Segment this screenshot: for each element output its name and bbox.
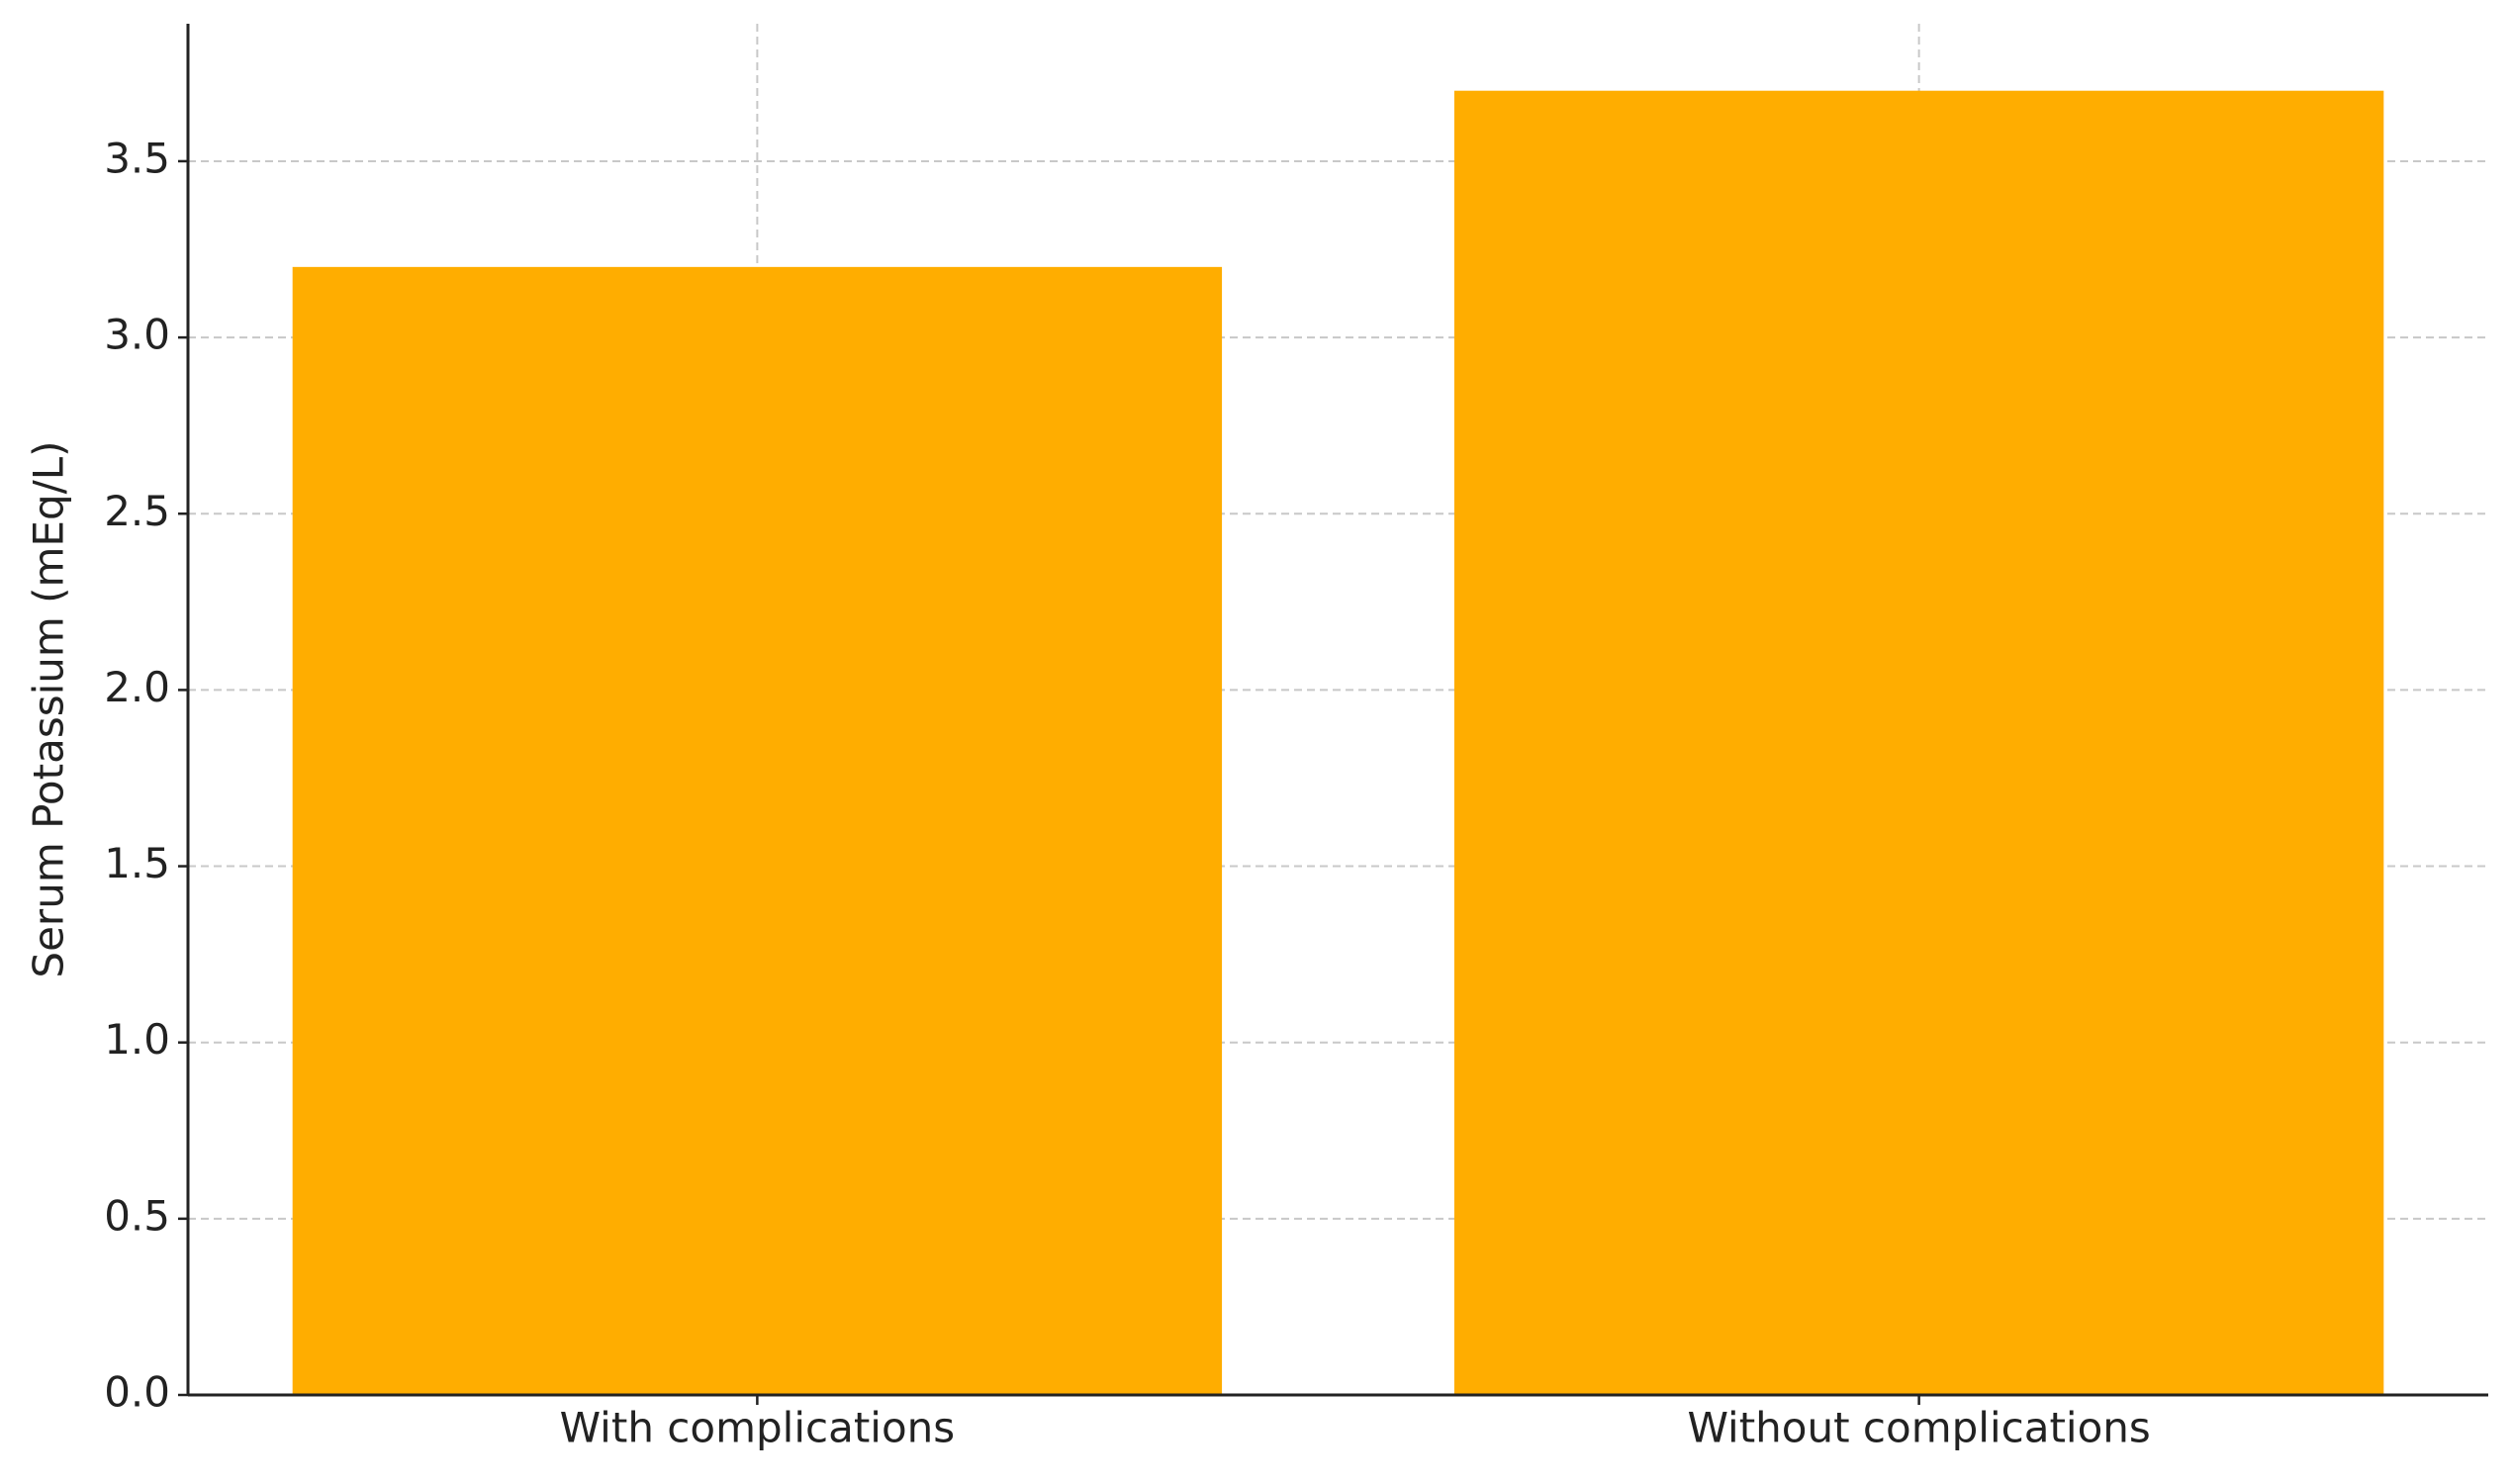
y-tick-label: 0.0 (104, 1368, 170, 1417)
y-axis-label: Serum Potassium (mEq/L) (25, 440, 73, 977)
bar (292, 266, 1223, 1396)
bar (1453, 90, 2384, 1395)
x-tick-label: Without complications (1687, 1404, 2150, 1452)
y-tick-label: 1.5 (104, 839, 170, 887)
y-tick-label: 0.5 (104, 1191, 170, 1240)
y-tick-label: 1.0 (104, 1015, 170, 1064)
y-tick-label: 3.5 (104, 134, 170, 182)
y-tick-label: 2.0 (104, 663, 170, 711)
x-tick-label: With complications (560, 1404, 956, 1452)
y-tick-label: 3.0 (104, 311, 170, 359)
y-tick-label: 2.5 (104, 487, 170, 535)
